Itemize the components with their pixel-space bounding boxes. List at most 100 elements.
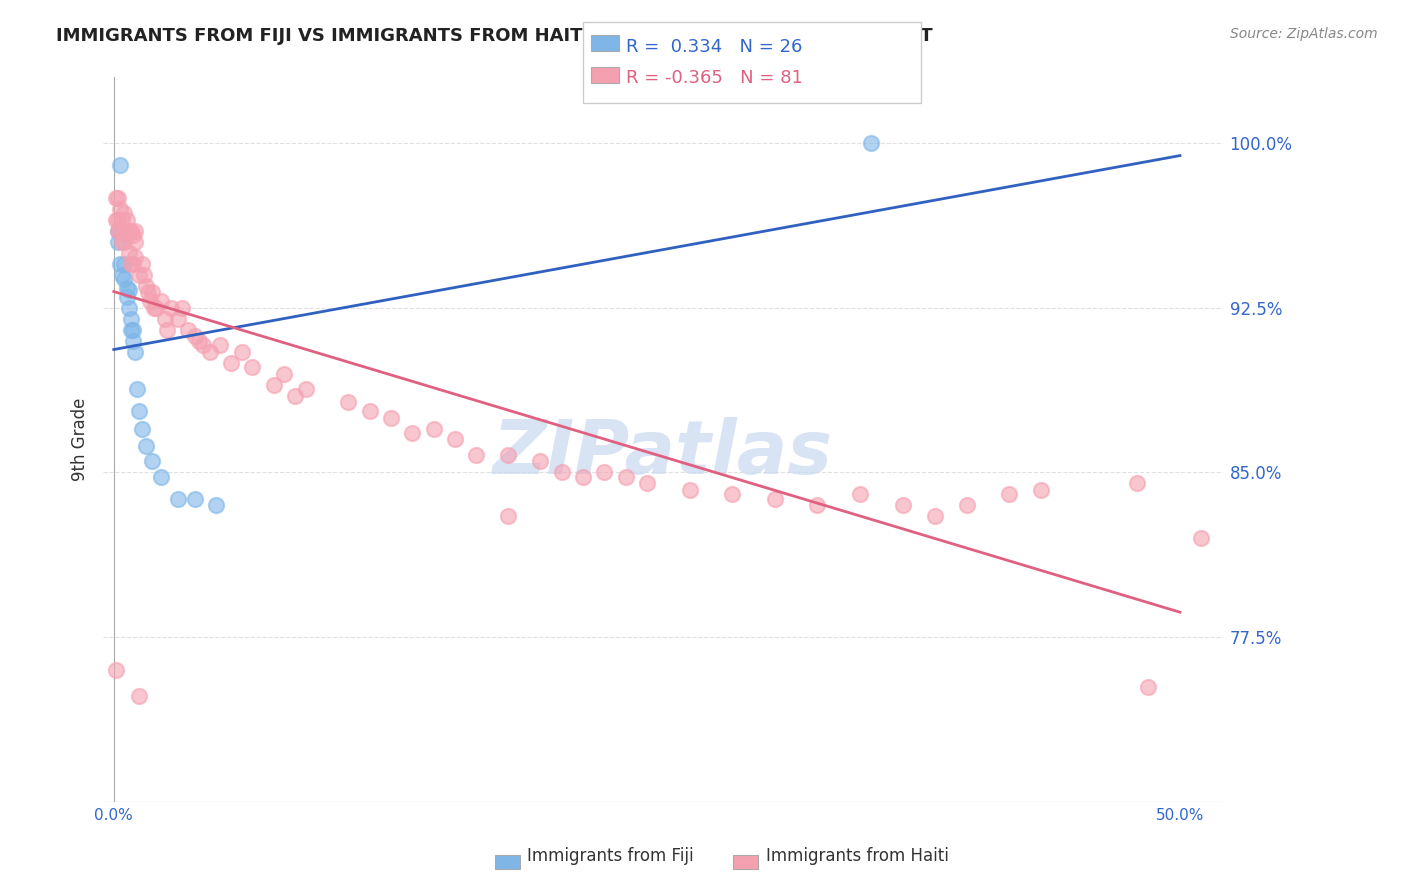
Point xyxy=(998,487,1021,501)
Point xyxy=(177,323,200,337)
Point xyxy=(120,224,142,238)
Point xyxy=(122,323,145,337)
Point xyxy=(166,311,188,326)
Point xyxy=(107,224,129,238)
Point xyxy=(143,301,166,315)
Point xyxy=(124,224,146,238)
Point xyxy=(924,509,946,524)
Point xyxy=(124,235,146,249)
Point xyxy=(1189,531,1212,545)
Point xyxy=(124,344,146,359)
Point xyxy=(111,235,134,249)
Point xyxy=(111,213,134,227)
Point xyxy=(205,498,228,512)
Point xyxy=(153,311,176,326)
Point xyxy=(184,491,207,506)
Point xyxy=(141,285,163,300)
Point xyxy=(498,509,520,524)
Point xyxy=(337,395,360,409)
Point xyxy=(132,268,155,282)
Point xyxy=(139,294,162,309)
Point xyxy=(118,224,141,238)
Point xyxy=(636,476,658,491)
Point xyxy=(111,268,134,282)
Text: IMMIGRANTS FROM FIJI VS IMMIGRANTS FROM HAITI 9TH GRADE CORRELATION CHART: IMMIGRANTS FROM FIJI VS IMMIGRANTS FROM … xyxy=(56,27,932,45)
Point xyxy=(108,202,131,216)
Point xyxy=(263,377,285,392)
Point xyxy=(136,285,159,300)
Point xyxy=(242,360,264,375)
Point xyxy=(444,433,467,447)
Point xyxy=(118,283,141,297)
Point xyxy=(859,136,882,151)
Point xyxy=(115,228,138,243)
Point xyxy=(401,425,423,440)
Point xyxy=(108,257,131,271)
Text: Immigrants from Fiji: Immigrants from Fiji xyxy=(527,847,695,865)
Point xyxy=(107,224,129,238)
Point xyxy=(120,323,142,337)
Point xyxy=(198,344,221,359)
Point xyxy=(107,213,129,227)
Point xyxy=(118,246,141,260)
Point xyxy=(359,404,381,418)
Point xyxy=(849,487,872,501)
Point xyxy=(114,224,136,238)
Point xyxy=(614,470,637,484)
Point xyxy=(219,356,242,370)
Point xyxy=(131,421,153,435)
Point xyxy=(209,338,232,352)
Point xyxy=(107,235,129,249)
Point xyxy=(170,301,193,315)
Text: R =  0.334   N = 26: R = 0.334 N = 26 xyxy=(626,38,801,56)
Point xyxy=(120,257,142,271)
Point xyxy=(108,224,131,238)
Point xyxy=(891,498,914,512)
Point xyxy=(128,690,150,704)
Point xyxy=(104,213,127,227)
Point xyxy=(104,663,127,677)
Point xyxy=(122,334,145,348)
Point xyxy=(380,410,402,425)
Point xyxy=(149,470,172,484)
Point xyxy=(128,404,150,418)
Point xyxy=(104,191,127,205)
Point xyxy=(114,206,136,220)
Point xyxy=(284,389,307,403)
Point xyxy=(135,279,157,293)
Point xyxy=(107,191,129,205)
Point xyxy=(273,367,295,381)
Point xyxy=(120,311,142,326)
Point xyxy=(114,257,136,271)
Point xyxy=(1137,681,1160,695)
Point xyxy=(231,344,253,359)
Point xyxy=(115,213,138,227)
Point xyxy=(141,454,163,468)
Point xyxy=(465,448,488,462)
Point xyxy=(678,483,700,497)
Point xyxy=(149,294,172,309)
Text: ZIPatlas: ZIPatlas xyxy=(494,417,832,491)
Point xyxy=(593,466,616,480)
Point xyxy=(1031,483,1053,497)
Point xyxy=(114,235,136,249)
Point xyxy=(498,448,520,462)
Point xyxy=(122,257,145,271)
Point xyxy=(956,498,979,512)
Point xyxy=(572,470,595,484)
Point xyxy=(166,491,188,506)
Point xyxy=(160,301,183,315)
Point xyxy=(108,158,131,172)
Point xyxy=(721,487,744,501)
Text: Immigrants from Haiti: Immigrants from Haiti xyxy=(766,847,949,865)
Point xyxy=(128,268,150,282)
Point xyxy=(145,301,167,315)
Point xyxy=(115,281,138,295)
Point xyxy=(135,439,157,453)
Y-axis label: 9th Grade: 9th Grade xyxy=(72,398,89,481)
Point xyxy=(422,421,444,435)
Point xyxy=(127,382,149,396)
Point xyxy=(1126,476,1149,491)
Point xyxy=(156,323,179,337)
Text: R = -0.365   N = 81: R = -0.365 N = 81 xyxy=(626,69,803,87)
